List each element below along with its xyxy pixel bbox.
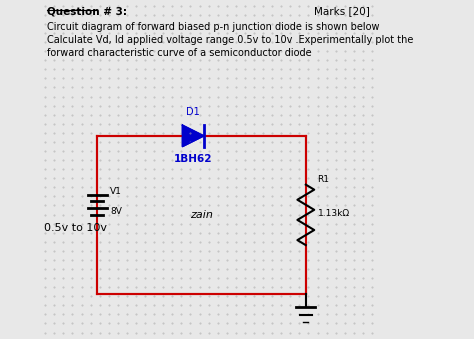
Text: 1BH62: 1BH62 <box>174 154 212 164</box>
Text: zain: zain <box>190 210 213 220</box>
Text: R1: R1 <box>318 175 329 184</box>
Text: 8V: 8V <box>110 207 122 216</box>
Text: Calculate Vd, Id applied voltage range 0.5v to 10v .Experimentally plot the: Calculate Vd, Id applied voltage range 0… <box>47 35 413 45</box>
Text: 0.5v to 10v: 0.5v to 10v <box>44 223 107 233</box>
Text: 1.13kΩ: 1.13kΩ <box>318 209 350 218</box>
Text: forward characteristic curve of a semiconductor diode: forward characteristic curve of a semico… <box>47 48 311 58</box>
Polygon shape <box>182 125 204 147</box>
Bar <box>97 136 306 294</box>
Text: D1: D1 <box>186 107 200 117</box>
Text: Question # 3:: Question # 3: <box>47 6 127 16</box>
Text: Marks [20]: Marks [20] <box>314 6 370 16</box>
Text: V1: V1 <box>110 187 122 196</box>
Text: Circuit diagram of forward biased p-n junction diode is shown below: Circuit diagram of forward biased p-n ju… <box>47 22 379 32</box>
